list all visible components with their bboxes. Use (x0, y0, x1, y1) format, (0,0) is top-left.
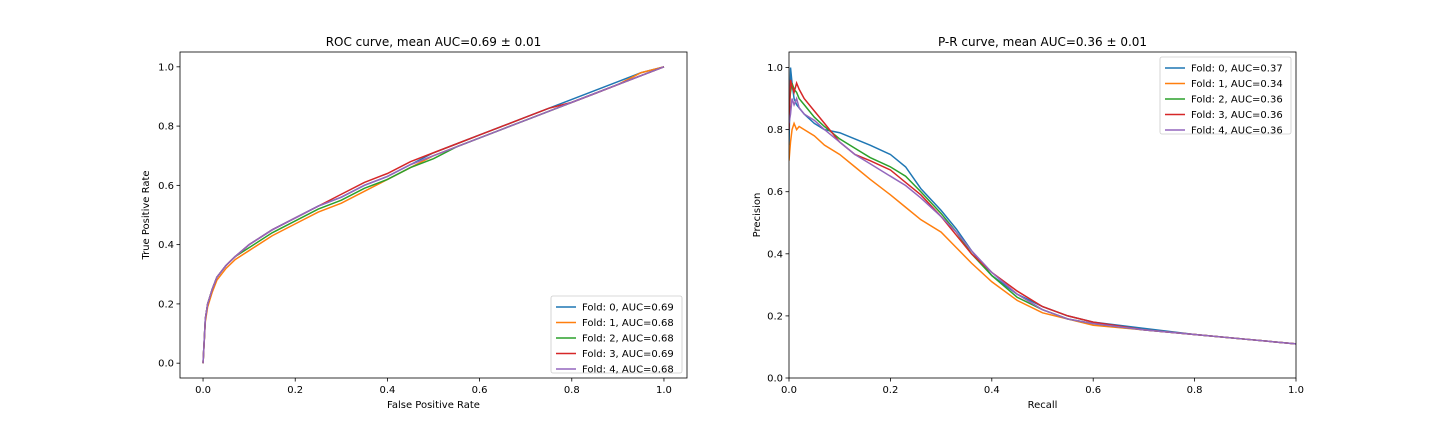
pr-x-axis-label: Recall (1028, 400, 1058, 411)
roc-chart-title: ROC curve, mean AUC=0.69 ± 0.01 (326, 35, 542, 49)
roc-legend-box (550, 295, 683, 374)
roc-x-tick-label: 0.4 (379, 385, 395, 396)
roc-x-tick-label: 0.8 (564, 385, 580, 396)
pr-series-line-fold-4 (789, 96, 1296, 345)
roc-y-tick-label: 0.6 (158, 181, 174, 192)
roc-x-tick-label: 0.2 (287, 385, 303, 396)
pr-y-axis-label: Precision (752, 193, 763, 238)
roc-legend-label-fold-0: Fold: 0, AUC=0.69 (582, 303, 674, 314)
pr-chart: P-R curve, mean AUC=0.36 ± 0.01 Recall P… (752, 35, 1304, 411)
pr-x-tick-label: 0.2 (882, 385, 898, 396)
pr-series-line-fold-3 (789, 79, 1296, 345)
pr-axes-frame (788, 51, 1297, 379)
pr-x-tick-label: 1.0 (1288, 385, 1304, 396)
pr-legend-label-fold-2: Fold: 2, AUC=0.36 (1191, 95, 1283, 106)
pr-y-tick-label: 0.0 (767, 374, 783, 385)
pr-x-tick-label: 0.0 (781, 385, 797, 396)
roc-y-axis-label: True Positive Rate (141, 170, 152, 260)
pr-legend: Fold: 0, AUC=0.37 Fold: 1, AUC=0.34 Fold: … (1159, 56, 1292, 137)
pr-y-tick-label: 1.0 (767, 63, 783, 74)
roc-chart: ROC curve, mean AUC=0.69 ± 0.01 False Po… (141, 35, 688, 411)
roc-legend-label-fold-3: Fold: 3, AUC=0.69 (582, 349, 674, 360)
pr-series-line-fold-1 (789, 121, 1296, 345)
pr-legend-label-fold-1: Fold: 1, AUC=0.34 (1191, 79, 1283, 90)
roc-series-line-fold-4 (202, 66, 665, 364)
pr-y-tick-label: 0.6 (767, 187, 783, 198)
pr-legend-label-fold-0: Fold: 0, AUC=0.37 (1191, 64, 1283, 75)
pr-y-tick-label: 0.4 (767, 249, 783, 260)
pr-legend-label-fold-3: Fold: 3, AUC=0.36 (1191, 110, 1283, 121)
roc-y-tick-label: 1.0 (158, 62, 174, 73)
roc-y-tick-label: 0.4 (158, 240, 174, 251)
roc-legend-label-fold-1: Fold: 1, AUC=0.68 (582, 318, 674, 329)
roc-legend: Fold: 0, AUC=0.69 Fold: 1, AUC=0.68 Fold: … (550, 295, 683, 376)
roc-y-tick-label: 0.0 (158, 359, 174, 370)
roc-y-tick-label: 0.2 (158, 299, 174, 310)
pr-x-tick-label: 0.4 (984, 385, 1000, 396)
pr-x-tick-label: 0.6 (1085, 385, 1101, 396)
roc-y-tick-label: 0.8 (158, 122, 174, 133)
roc-legend-label-fold-2: Fold: 2, AUC=0.68 (582, 334, 674, 345)
roc-x-tick-label: 0.6 (472, 385, 488, 396)
pr-legend-label-fold-4: Fold: 4, AUC=0.36 (1191, 126, 1283, 137)
roc-axes-frame (179, 51, 688, 379)
pr-legend-box (1159, 56, 1292, 135)
roc-x-tick-label: 0.0 (195, 385, 211, 396)
roc-x-axis-label: False Positive Rate (387, 400, 480, 411)
pr-chart-title: P-R curve, mean AUC=0.36 ± 0.01 (938, 35, 1147, 49)
pr-y-tick-label: 0.2 (767, 311, 783, 322)
roc-legend-label-fold-4: Fold: 4, AUC=0.68 (582, 365, 674, 376)
pr-x-tick-label: 0.8 (1187, 385, 1203, 396)
roc-x-tick-label: 1.0 (656, 385, 672, 396)
pr-y-tick-label: 0.8 (767, 125, 783, 136)
